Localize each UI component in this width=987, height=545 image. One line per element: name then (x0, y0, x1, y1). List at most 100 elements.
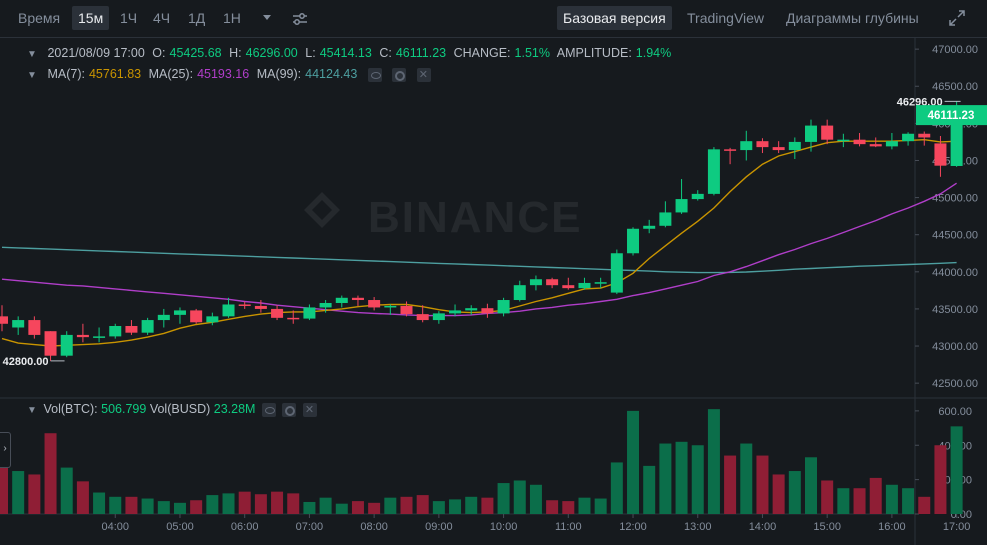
high-label: H: (229, 46, 242, 60)
volume-bar (853, 488, 866, 514)
candle-body (206, 316, 219, 323)
volume-settings-icon[interactable] (282, 402, 297, 417)
time-tick-label: 10:00 (490, 521, 518, 533)
candle-body (481, 308, 494, 314)
price-tick-label: 44500.00 (932, 230, 978, 242)
fullscreen-icon[interactable] (948, 9, 966, 27)
view-basic-button[interactable]: Базовая версия (557, 6, 672, 30)
watermark-diamond-icon (304, 192, 340, 228)
candle-body (885, 141, 898, 147)
ma99-line (1, 246, 957, 274)
current-price-tag (916, 105, 987, 126)
ma7-line (1, 138, 957, 347)
candle-body (659, 212, 672, 226)
volume-bar (368, 502, 381, 514)
volume-bar (497, 483, 510, 514)
volume-bar (271, 491, 284, 514)
volume-bar (950, 426, 963, 514)
candle-body (12, 320, 25, 328)
ma-collapse-caret-icon[interactable]: ▼ (27, 70, 37, 81)
volume-bar (546, 500, 559, 514)
candle-body (691, 193, 704, 200)
time-tick-label: 13:00 (684, 521, 712, 533)
candle-body (643, 225, 656, 229)
view-depth-chart-button[interactable]: Диаграммы глубины (786, 10, 919, 26)
ma-visibility-icon[interactable] (367, 67, 382, 82)
candle-body (190, 310, 203, 323)
vol-busd-label: Vol(BUSD) (149, 402, 211, 416)
sidebar-toggle-button[interactable]: › (0, 432, 11, 468)
volume-bar (44, 433, 57, 514)
candle-body (432, 313, 445, 321)
candle-body (125, 326, 138, 333)
candle-body (109, 326, 122, 337)
view-tradingview-button[interactable]: TradingView (687, 10, 765, 26)
volume-bar (659, 443, 672, 514)
volume-bar (351, 501, 364, 514)
volume-bar (173, 502, 186, 514)
volume-bar (772, 474, 785, 514)
candle-body (740, 141, 753, 151)
interval-1d-button[interactable]: 1Д (188, 10, 206, 26)
volume-bar (513, 480, 526, 514)
volume-bar (902, 488, 915, 514)
volume-bar (465, 496, 478, 514)
volume-bar (384, 497, 397, 514)
volume-visibility-icon[interactable] (261, 402, 276, 417)
ma-settings-icon[interactable] (392, 67, 407, 82)
candle-body (416, 314, 429, 321)
time-tick-label: 11:00 (555, 521, 582, 533)
price-tick-label: 44000.00 (932, 267, 978, 279)
candle-body (173, 310, 186, 315)
binance-watermark-logo: BINANCE (304, 192, 582, 242)
ma-close-icon[interactable] (416, 65, 431, 85)
interval-4h-button[interactable]: 4Ч (153, 10, 171, 26)
volume-bar (740, 443, 753, 514)
volume-bar (643, 465, 656, 514)
current-price-label: 46111.23 (928, 110, 975, 122)
candle-body (902, 133, 915, 142)
volume-bar (837, 488, 850, 514)
time-tick-label: 09:00 (425, 521, 453, 533)
time-label: Время (18, 10, 61, 26)
time-tick-label: 12:00 (619, 521, 647, 533)
interval-dropdown-icon[interactable] (260, 12, 274, 22)
time-tick-label: 04:00 (101, 521, 129, 533)
candle-body (578, 282, 591, 289)
candle-body (0, 316, 8, 324)
candle-body (724, 149, 737, 151)
candle-body (788, 141, 801, 151)
volume-collapse-caret-icon[interactable]: ▼ (27, 405, 37, 416)
indicator-settings-icon[interactable] (292, 11, 308, 27)
volume-bar (335, 503, 348, 514)
candle-body (513, 285, 526, 301)
candle-body (950, 115, 963, 166)
volume-bar (206, 495, 219, 514)
volume-bar (303, 501, 316, 514)
open-value: 45425.68 (169, 46, 222, 60)
volume-bar (319, 497, 332, 514)
interval-1w-button[interactable]: 1Н (223, 10, 241, 26)
volume-bar (190, 500, 203, 514)
volume-bar (610, 462, 623, 514)
interval-15m-button[interactable]: 15м (72, 6, 110, 30)
ma99-value: 44124.43 (305, 67, 358, 81)
candle-body (141, 320, 154, 333)
amplitude-label: AMPLITUDE: (556, 46, 632, 60)
low-marker-label: 42800.00 (3, 356, 49, 368)
candle-body (918, 133, 931, 138)
candle-body (821, 125, 834, 140)
volume-bar (481, 497, 494, 514)
volume-bar (918, 496, 931, 514)
volume-close-icon[interactable] (302, 400, 317, 420)
volume-bar (60, 467, 73, 514)
ma99-label: MA(99): (256, 67, 302, 81)
collapse-caret-icon[interactable]: ▼ (27, 49, 37, 60)
volume-bar (141, 498, 154, 514)
interval-1h-button[interactable]: 1Ч (120, 10, 138, 26)
ma25-value: 45193.16 (197, 67, 250, 81)
watermark-text: BINANCE (368, 193, 582, 242)
high-value: 46296.00 (245, 46, 298, 60)
volume-bar (125, 496, 138, 514)
